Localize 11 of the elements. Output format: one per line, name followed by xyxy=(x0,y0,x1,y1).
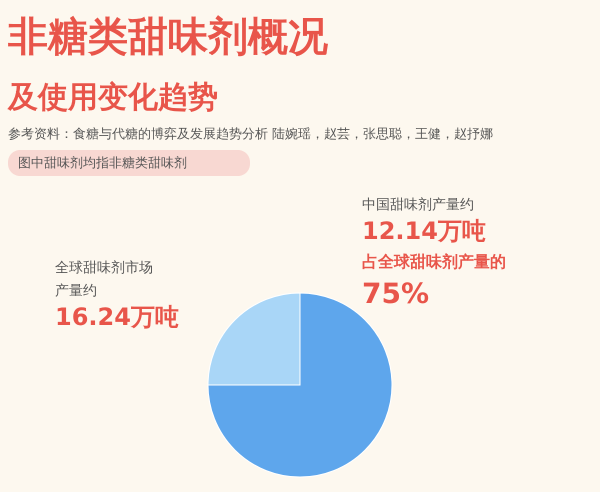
text: 75% xyxy=(362,277,430,310)
chart-title: 非糖类甜味剂概况 xyxy=(7,14,328,60)
text: 中国甜味剂产量约 xyxy=(362,197,474,213)
text: 图中甜味剂均指非糖类甜味剂 xyxy=(18,155,187,171)
text: 产量约 xyxy=(55,283,97,299)
text: 16.24万吨 xyxy=(55,303,179,331)
chart-subtitle: 及使用变化趋势 xyxy=(7,80,218,115)
text: 占全球甜味剂产量的 xyxy=(362,252,506,271)
text: 12.14万吨 xyxy=(362,217,486,245)
text: 参考资料：食糖与代糖的博弈及发展趋势分析 陆婉瑶，赵芸，张思聪，王健，赵抒娜 xyxy=(8,126,494,142)
text: 全球甜味剂市场 xyxy=(55,260,153,276)
